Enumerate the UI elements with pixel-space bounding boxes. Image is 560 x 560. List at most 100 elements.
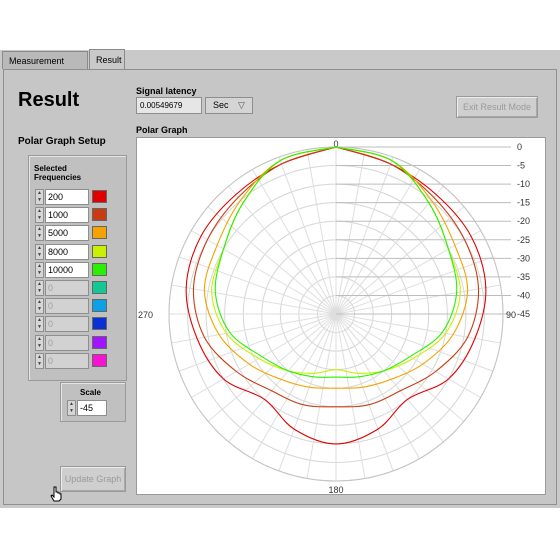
- grid-spoke: [306, 313, 337, 479]
- frequency-stepper: ▲ ▼: [35, 316, 44, 333]
- grid-spoke: [335, 169, 420, 315]
- angle-label: 180: [328, 485, 343, 494]
- grid-spoke: [306, 149, 337, 315]
- frequency-input[interactable]: 5000: [45, 225, 89, 242]
- frequency-input[interactable]: 8000: [45, 243, 89, 260]
- frequency-stepper: ▲ ▼: [35, 334, 44, 351]
- angle-label: 0: [333, 139, 338, 149]
- frequency-row: ▲ ▼ 0: [35, 316, 115, 333]
- frequency-color-swatch[interactable]: [92, 262, 107, 276]
- series-line: [214, 146, 458, 378]
- radial-tick-label: -35: [517, 272, 530, 282]
- grid-spoke: [335, 313, 481, 398]
- grid-spoke: [335, 313, 420, 459]
- polar-graph-setup-title: Polar Graph Setup: [18, 136, 106, 147]
- frequency-input: 0: [45, 298, 89, 315]
- angle-label: 90: [506, 310, 516, 320]
- frequency-stepper: ▲ ▼: [35, 298, 44, 315]
- frequency-row: ▲ ▼ 0: [35, 298, 115, 315]
- frequency-row: ▲ ▼ 200: [35, 189, 115, 205]
- radial-tick-label: 0: [517, 142, 522, 152]
- scale-label: Scale: [80, 388, 101, 397]
- grid-spoke: [228, 313, 337, 443]
- radial-tick-label: -5: [517, 161, 525, 171]
- polar-graph-plot-area: 0 -5 -10 -15 -20 -25 -30 -35 -40 -45 0 90 180 270: [136, 137, 546, 495]
- update-graph-button[interactable]: Update Graph: [60, 466, 126, 492]
- frequency-color-swatch[interactable]: [92, 226, 107, 240]
- latency-unit-select[interactable]: Sec: [205, 97, 253, 114]
- tab-result[interactable]: Result: [89, 49, 125, 69]
- grid-spoke: [335, 313, 494, 372]
- frequency-input[interactable]: 10000: [45, 261, 89, 278]
- series-line: [192, 146, 480, 408]
- signal-latency-label: Signal latency: [136, 86, 197, 96]
- grid-spoke: [178, 256, 337, 315]
- frequency-color-swatch[interactable]: [92, 208, 107, 222]
- grid-spoke: [335, 284, 501, 315]
- frequency-input: 0: [45, 280, 89, 296]
- scale-input[interactable]: -45: [77, 400, 107, 416]
- grid-spoke: [191, 230, 337, 315]
- frequency-stepper[interactable]: ▲ ▼: [35, 243, 44, 260]
- frequency-color-swatch[interactable]: [92, 335, 107, 349]
- frequency-input: 0: [45, 334, 89, 351]
- frequency-row: ▲ ▼ 10000: [35, 261, 115, 278]
- grid-spoke: [207, 313, 337, 422]
- grid-spoke: [335, 206, 465, 315]
- frequency-stepper[interactable]: ▲ ▼: [35, 261, 44, 278]
- frequency-stepper[interactable]: ▲ ▼: [35, 189, 44, 205]
- radial-tick-label: -15: [517, 198, 530, 208]
- frequency-row: ▲ ▼ 0: [35, 352, 115, 369]
- frequency-color-swatch[interactable]: [92, 317, 107, 331]
- grid-spoke: [207, 206, 337, 315]
- frequency-stepper: ▲ ▼: [35, 352, 44, 369]
- hand-cursor-icon: [50, 486, 62, 505]
- selected-frequencies-title-line2: Frequencies: [34, 173, 82, 182]
- grid-spoke: [335, 156, 394, 315]
- grid-spoke: [228, 185, 337, 315]
- grid-spoke: [335, 313, 501, 344]
- grid-spoke: [335, 230, 481, 315]
- frequency-stepper[interactable]: ▲ ▼: [35, 225, 44, 242]
- frequency-input: 0: [45, 352, 89, 369]
- grid-spoke: [252, 169, 337, 315]
- exit-result-mode-button[interactable]: Exit Result Mode: [456, 96, 538, 118]
- frequency-input: 0: [45, 316, 89, 333]
- frequency-color-swatch[interactable]: [92, 281, 107, 294]
- grid-spoke: [171, 284, 337, 315]
- grid-spoke: [335, 313, 366, 479]
- frequency-row: ▲ ▼ 8000: [35, 243, 115, 260]
- frequency-input[interactable]: 200: [45, 189, 89, 205]
- page-title: Result: [18, 89, 80, 111]
- scale-stepper[interactable]: ▲ ▼: [67, 400, 76, 416]
- radial-tick-label: -25: [517, 235, 530, 245]
- series-line: [203, 146, 469, 389]
- radial-tick-label: -20: [517, 216, 530, 226]
- frequency-row: ▲ ▼ 1000: [35, 207, 115, 224]
- frequency-row: ▲ ▼ 0: [35, 280, 115, 296]
- radial-tick-label: -40: [517, 290, 530, 300]
- frequency-row: ▲ ▼ 5000: [35, 225, 115, 242]
- polar-chart: 0 -5 -10 -15 -20 -25 -30 -35 -40 -45 0 90 180 270: [138, 139, 530, 495]
- selected-frequencies-title-line1: Selected: [34, 164, 67, 173]
- grid-spoke: [335, 313, 444, 443]
- frequency-input[interactable]: 1000: [45, 207, 89, 224]
- tab-measurement-setup[interactable]: Measurement Setup: [2, 51, 88, 84]
- frequency-color-swatch[interactable]: [92, 353, 107, 367]
- frequency-row: ▲ ▼ 0: [35, 334, 115, 351]
- grid-spoke: [335, 149, 366, 315]
- frequency-color-swatch[interactable]: [92, 244, 107, 258]
- grid-spoke: [278, 156, 337, 315]
- grid-spoke: [335, 313, 394, 472]
- grid-spoke: [278, 313, 337, 472]
- polar-graph-label: Polar Graph: [136, 125, 188, 135]
- frequency-color-swatch[interactable]: [92, 190, 107, 203]
- radial-tick-label: -10: [517, 179, 530, 189]
- frequency-stepper[interactable]: ▲ ▼: [35, 207, 44, 224]
- selected-frequencies-title: Selected Frequencies: [34, 164, 81, 182]
- radial-tick-label: -30: [517, 253, 530, 263]
- grid-spoke: [191, 313, 337, 398]
- grid-spoke: [335, 256, 494, 315]
- grid-spoke: [178, 313, 337, 372]
- frequency-color-swatch[interactable]: [92, 299, 107, 313]
